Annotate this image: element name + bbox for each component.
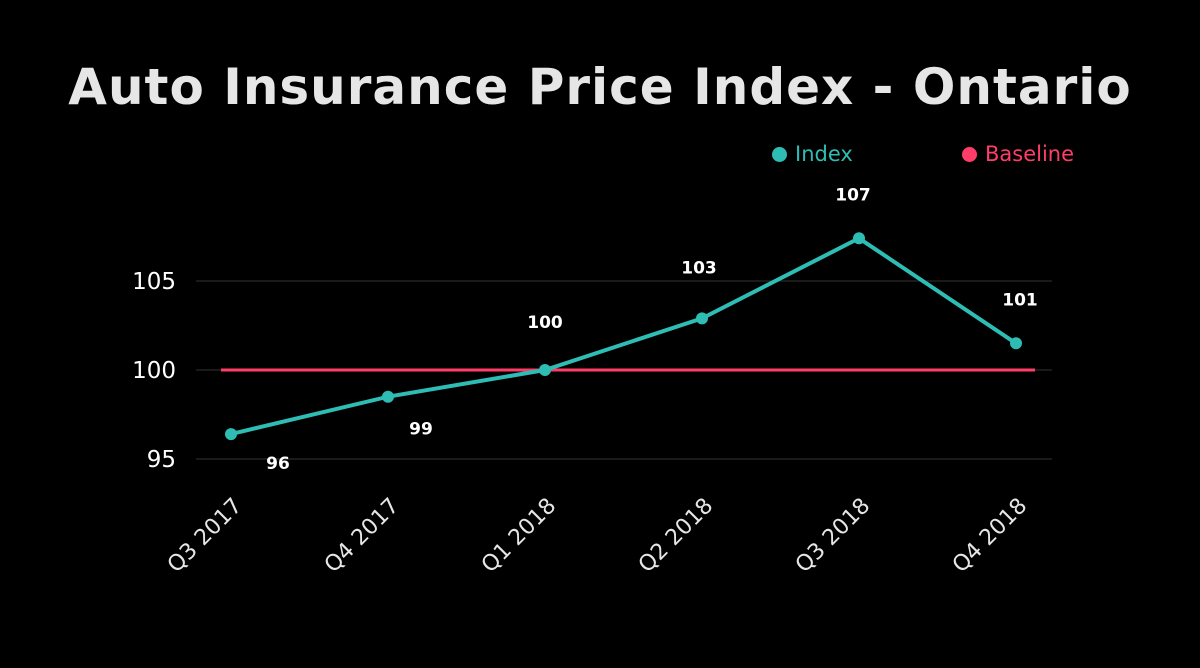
x-tick-label-5: Q4 2018 xyxy=(948,494,1032,578)
data-label-2: 100 xyxy=(527,313,563,333)
x-tick-label-3: Q2 2018 xyxy=(634,494,718,578)
data-label-4: 107 xyxy=(835,185,871,205)
legend-baseline-label: Baseline xyxy=(985,142,1075,166)
legend-item-index: Index xyxy=(772,141,853,167)
x-tick-label-4: Q3 2018 xyxy=(791,494,875,578)
data-label-5: 101 xyxy=(1002,290,1038,310)
legend-index-label: Index xyxy=(795,142,853,166)
x-tick-label-2: Q1 2018 xyxy=(477,494,561,578)
index-point-2 xyxy=(539,364,551,376)
chart-title: Auto Insurance Price Index - Ontario xyxy=(68,58,1132,116)
index-point-4 xyxy=(853,232,865,245)
x-tick-label-1: Q4 2017 xyxy=(320,494,404,578)
index-point-1 xyxy=(382,390,394,403)
data-label-1: 99 xyxy=(409,420,433,440)
index-point-0 xyxy=(225,428,237,441)
data-label-0: 96 xyxy=(266,454,290,474)
data-label-3: 103 xyxy=(681,258,717,278)
legend-item-baseline: Baseline xyxy=(962,141,1074,167)
legend-index-marker xyxy=(772,146,787,162)
y-axis-ticks: 95 100 105 xyxy=(132,269,176,473)
index-point-3 xyxy=(696,312,708,325)
index-point-5 xyxy=(1010,337,1022,350)
y-tick-label-100: 100 xyxy=(132,358,176,384)
x-tick-label-0: Q3 2017 xyxy=(163,494,247,578)
y-tick-label-105: 105 xyxy=(132,269,176,295)
data-labels: 96 99 100 103 107 101 xyxy=(266,185,1038,474)
index-series xyxy=(225,232,1022,441)
index-line xyxy=(230,236,1018,437)
legend-baseline-marker xyxy=(962,146,977,162)
x-axis-ticks: Q3 2017 Q4 2017 Q1 2018 Q2 2018 Q3 2018 Q4 20… xyxy=(163,494,1032,578)
y-tick-label-95: 95 xyxy=(147,447,176,473)
